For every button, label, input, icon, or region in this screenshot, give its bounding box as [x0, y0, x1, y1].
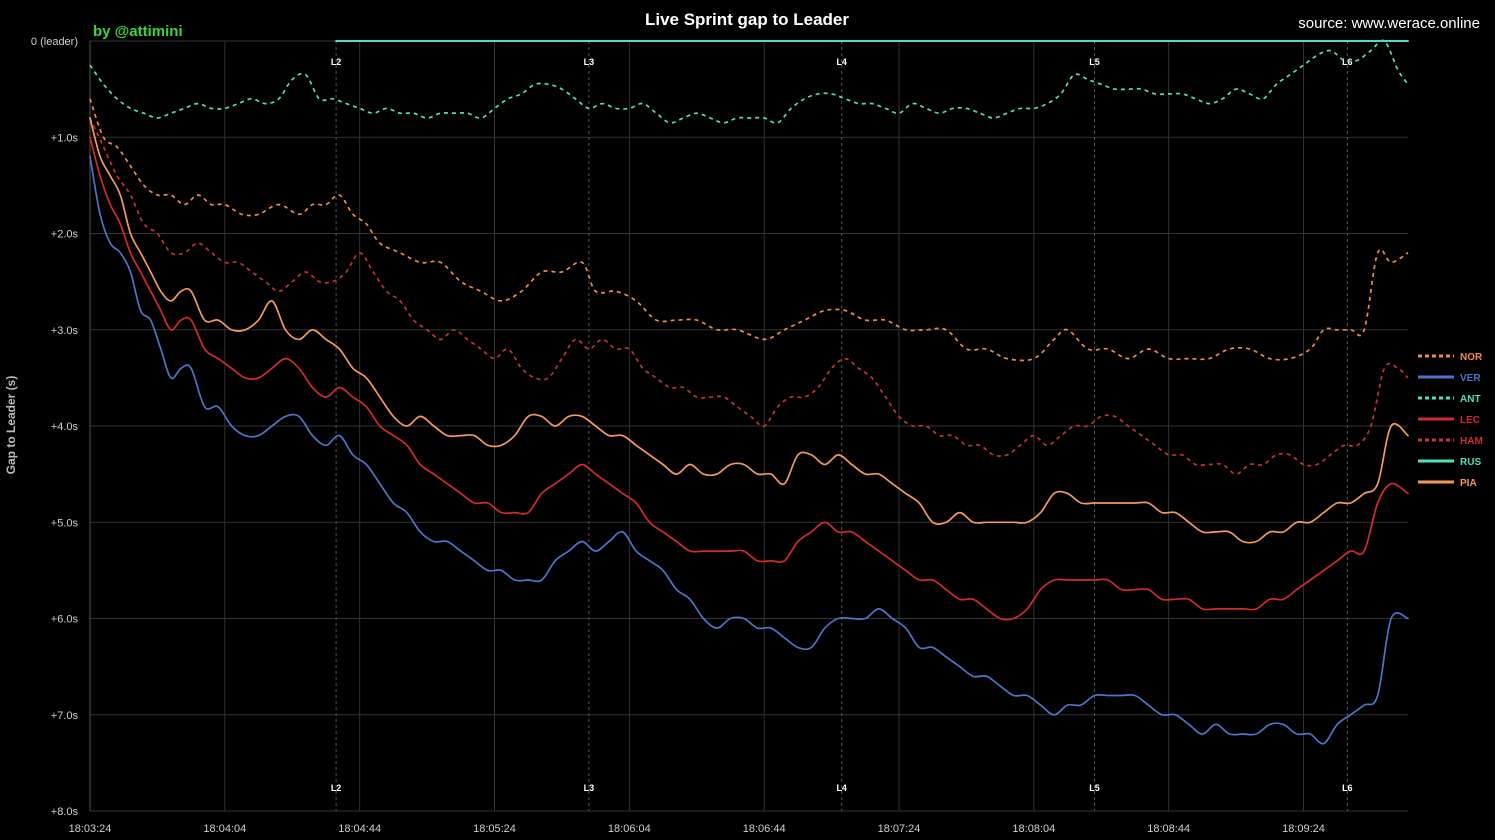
lap-label-top: L6: [1342, 57, 1353, 67]
chart-title: Live Sprint gap to Leader: [645, 10, 849, 29]
x-tick-label: 18:08:04: [1012, 823, 1055, 835]
y-tick-label: +7.0s: [51, 710, 79, 722]
x-tick-label: 18:03:24: [69, 823, 112, 835]
series-line-lec: [89, 136, 1409, 621]
legend-label-pia: PIA: [1460, 478, 1477, 489]
series-lines: [89, 39, 1409, 745]
legend-label-rus: RUS: [1460, 457, 1481, 468]
y-tick-label: +2.0s: [51, 229, 79, 241]
lap-label-top: L3: [584, 57, 595, 67]
lap-label-bottom: L4: [836, 783, 847, 793]
grid-lines: [89, 40, 1408, 812]
x-tick-label: 18:04:44: [338, 823, 381, 835]
legend-label-ant: ANT: [1460, 394, 1481, 405]
x-tick-label: 18:07:24: [878, 823, 921, 835]
legend-label-ham: HAM: [1460, 436, 1483, 447]
series-line-ver: [89, 155, 1409, 745]
lap-label-bottom: L6: [1342, 783, 1353, 793]
x-tick-label: 18:08:44: [1147, 823, 1190, 835]
series-line-nor: [89, 98, 1409, 362]
y-axis-label: Gap to Leader (s): [4, 376, 18, 475]
lap-label-top: L2: [331, 57, 342, 67]
lap-label-top: L4: [836, 57, 847, 67]
y-tick-label: +5.0s: [51, 517, 79, 529]
x-tick-label: 18:04:04: [203, 823, 246, 835]
credit-label: by @attimini: [93, 23, 183, 40]
x-tick-label: 18:06:04: [608, 823, 651, 835]
legend-label-ver: VER: [1460, 373, 1481, 384]
axis-ticks: 0 (leader) +1.0s +2.0s +3.0s +4.0s +5.0s +6.0s…: [31, 36, 1325, 835]
series-line-ant: [89, 39, 1409, 124]
x-tick-label: 18:09:24: [1282, 823, 1325, 835]
legend-label-nor: NOR: [1460, 352, 1483, 363]
series-line-ham: [89, 117, 1409, 475]
legend: NOR VER ANT LEC HAM RUS PIA: [1418, 352, 1483, 489]
lap-label-top: L5: [1089, 57, 1100, 67]
lap-label-bottom: L3: [584, 783, 595, 793]
x-tick-label: 18:06:44: [743, 823, 786, 835]
y-tick-label: +8.0s: [51, 806, 79, 818]
lap-markers: L2 L2 L3 L3 L4 L4 L5 L5 L6 L6: [331, 41, 1353, 811]
y-tick-label: +4.0s: [51, 421, 79, 433]
source-label: source: www.werace.online: [1298, 15, 1480, 32]
series-line-pia: [89, 117, 1409, 544]
y-tick-label: +3.0s: [51, 325, 79, 337]
lap-label-bottom: L2: [331, 783, 342, 793]
y-tick-label: 0 (leader): [31, 36, 78, 48]
y-tick-label: +6.0s: [51, 614, 79, 626]
y-tick-label: +1.0s: [51, 132, 79, 144]
x-tick-label: 18:05:24: [473, 823, 516, 835]
legend-label-lec: LEC: [1460, 415, 1480, 426]
lap-label-bottom: L5: [1089, 783, 1100, 793]
